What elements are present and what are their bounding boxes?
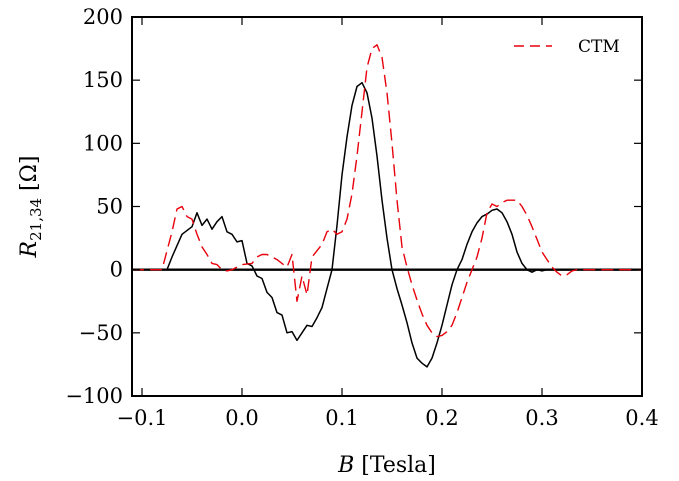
x-tick-label: 0.3	[525, 406, 558, 430]
plot-frame	[131, 16, 643, 397]
series-line-ctm	[132, 44, 642, 338]
x-tick-label: 0.4	[625, 406, 658, 430]
y-tick-label: −100	[65, 384, 123, 408]
tick-labels-layer: −0.1 0.0 0.1 0.2 0.3 0.4 −100 −50 0 50 100 150 200	[65, 5, 658, 430]
y-axis-label: R21,34 [Ω]	[17, 156, 45, 259]
y-tick-label: 0	[110, 258, 123, 282]
y-tick-label: −50	[79, 321, 123, 345]
legend-label-ctm: CTM	[578, 37, 620, 57]
y-tick-label: 150	[83, 68, 123, 92]
y-tick-label: 50	[96, 195, 123, 219]
x-tick-label: −0.1	[117, 406, 168, 430]
x-tick-label: 0.0	[225, 406, 258, 430]
ticks-layer	[132, 16, 643, 397]
series-layer	[132, 44, 642, 368]
y-tick-label: 100	[83, 131, 123, 155]
x-tick-label: 0.2	[425, 406, 458, 430]
y-tick-label: 200	[83, 5, 123, 29]
x-axis-label: B [Tesla]	[337, 453, 436, 478]
x-tick-label: 0.1	[325, 406, 358, 430]
legend: CTM	[514, 37, 620, 57]
series-line-data-0	[132, 81, 642, 368]
